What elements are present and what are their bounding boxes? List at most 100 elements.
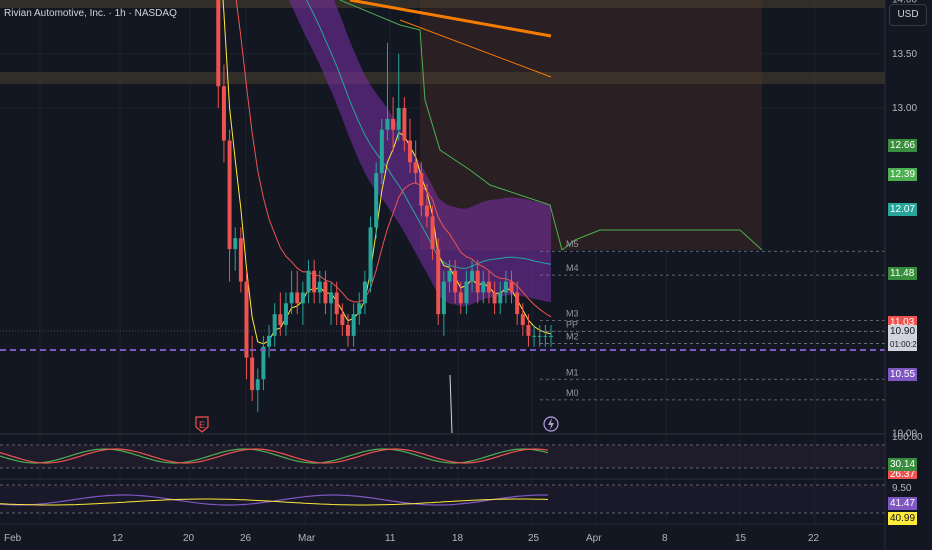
candle[interactable] <box>233 227 238 271</box>
candle[interactable] <box>441 270 446 336</box>
candle[interactable] <box>515 281 520 325</box>
candle[interactable] <box>289 270 294 315</box>
candle-body <box>515 292 520 315</box>
candle[interactable] <box>340 303 345 336</box>
candle[interactable] <box>374 162 379 239</box>
candle[interactable] <box>464 270 469 315</box>
candle[interactable] <box>532 325 537 347</box>
candle-body <box>340 314 345 325</box>
candle[interactable] <box>543 325 548 347</box>
candle[interactable] <box>458 281 463 315</box>
rsi-panel[interactable] <box>0 484 885 514</box>
candle[interactable] <box>300 281 305 325</box>
candle[interactable] <box>283 292 288 336</box>
candle[interactable] <box>221 64 226 163</box>
candle[interactable] <box>272 303 277 347</box>
candle[interactable] <box>549 325 553 347</box>
candle-body <box>526 325 531 336</box>
candle[interactable] <box>351 303 356 347</box>
ma-slow-line <box>306 0 552 269</box>
candle[interactable] <box>227 129 232 282</box>
candle[interactable] <box>396 53 401 141</box>
candle[interactable] <box>278 292 283 336</box>
candle[interactable] <box>329 281 334 325</box>
stoch-d-tag: 26.37 <box>888 471 917 479</box>
candle[interactable] <box>238 227 243 293</box>
stochastic-panel[interactable] <box>0 444 885 469</box>
candle-body <box>498 292 503 304</box>
candle[interactable] <box>250 335 255 401</box>
candle[interactable] <box>430 205 435 260</box>
candle-body <box>329 292 334 304</box>
candle[interactable] <box>317 270 322 304</box>
ema-mid-line <box>235 0 552 318</box>
candle[interactable] <box>312 259 317 304</box>
price-axis[interactable]: 16.0015.5015.0014.5014.0013.5013.0010.00… <box>892 0 923 494</box>
candle[interactable] <box>413 140 418 184</box>
candle-body <box>486 281 491 293</box>
date-axis[interactable]: Feb 12 20 26 Mar 11 18 25 Apr 8 15 22 <box>4 533 820 544</box>
candle[interactable] <box>261 335 266 391</box>
candle-body <box>283 303 288 325</box>
candle[interactable] <box>255 368 260 412</box>
candle[interactable] <box>357 292 362 325</box>
candle[interactable] <box>470 259 475 293</box>
candle[interactable] <box>216 0 221 108</box>
candle[interactable] <box>334 281 339 325</box>
candle[interactable] <box>424 183 429 228</box>
ma-ribbon <box>288 0 551 307</box>
candle[interactable] <box>447 259 452 293</box>
candle-body <box>227 140 232 250</box>
candle[interactable] <box>486 270 491 304</box>
candle[interactable] <box>453 259 458 304</box>
tag-10-55: 10.55 <box>888 367 917 381</box>
symbol-title: Rivian Automotive, Inc. <box>4 8 106 19</box>
candle[interactable] <box>481 270 486 304</box>
earnings-marker[interactable]: E <box>195 416 209 433</box>
candle[interactable] <box>475 259 480 304</box>
candle[interactable] <box>345 314 350 347</box>
candle-body <box>368 227 373 282</box>
symbol-legend[interactable]: Rivian Automotive, Inc. · 1h · NASDAQ <box>4 8 177 19</box>
candle-body <box>424 205 429 217</box>
pivot-label: M3 <box>566 309 579 319</box>
candle[interactable] <box>537 325 542 347</box>
candle-body <box>458 292 463 304</box>
candle[interactable] <box>526 314 531 347</box>
candles[interactable] <box>2 0 553 412</box>
symbol-exchange: NASDAQ <box>134 8 177 19</box>
candle[interactable] <box>503 270 508 304</box>
currency-button[interactable]: USD <box>889 4 927 26</box>
candle[interactable] <box>408 118 413 174</box>
date-tick-label: 25 <box>528 533 540 544</box>
candle-body <box>520 314 525 325</box>
candle[interactable] <box>509 270 514 304</box>
pivot-label: PP <box>566 320 578 330</box>
dividend-lightning-icon[interactable] <box>543 416 559 432</box>
candle[interactable] <box>436 238 441 325</box>
candle[interactable] <box>498 281 503 315</box>
resistance-zone-upper <box>0 0 885 8</box>
candle[interactable] <box>267 325 272 358</box>
candle[interactable] <box>368 216 373 293</box>
candle[interactable] <box>492 281 497 315</box>
candle-body <box>216 0 221 87</box>
candle[interactable] <box>306 259 311 304</box>
rsi-value-tag: 41.47 <box>888 497 917 510</box>
date-tick-label: 20 <box>183 533 195 544</box>
stoch-k-tag: 30.14 <box>888 458 917 471</box>
candle[interactable] <box>391 97 396 152</box>
price-tick-label: 9.50 <box>892 483 912 494</box>
candle[interactable] <box>244 270 249 380</box>
candle[interactable] <box>295 270 300 315</box>
trend-line <box>399 19 552 78</box>
candle[interactable] <box>520 303 525 336</box>
candle[interactable] <box>402 97 407 152</box>
candle[interactable] <box>419 162 424 217</box>
candle[interactable] <box>362 270 367 315</box>
candle[interactable] <box>385 42 390 141</box>
candle[interactable] <box>379 118 384 184</box>
stoch-d-line <box>0 448 549 464</box>
candle[interactable] <box>323 270 328 315</box>
